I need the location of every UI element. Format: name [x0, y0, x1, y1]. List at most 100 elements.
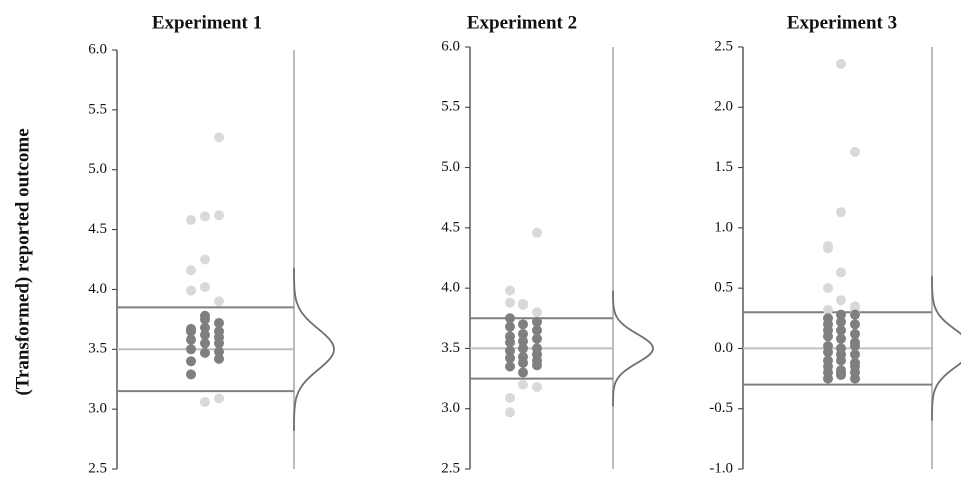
- data-point: [850, 349, 860, 360]
- chart-title: Experiment 3: [787, 12, 897, 33]
- data-point: [532, 382, 542, 393]
- data-point: [532, 316, 542, 327]
- data-point: [518, 328, 528, 339]
- data-point: [836, 309, 846, 320]
- data-point: [505, 321, 515, 332]
- data-point: [823, 243, 833, 254]
- y-tick-label: 3.0: [88, 401, 107, 417]
- data-point: [186, 334, 196, 345]
- data-point: [505, 285, 515, 296]
- data-point: [200, 329, 210, 340]
- data-point: [505, 297, 515, 308]
- data-point: [823, 373, 833, 384]
- data-point: [836, 267, 846, 278]
- data-point: [836, 316, 846, 327]
- data-point: [505, 361, 515, 372]
- data-point: [850, 373, 860, 384]
- y-tick-label: -1.0: [709, 460, 733, 476]
- data-point: [532, 360, 542, 371]
- data-point: [200, 322, 210, 333]
- y-tick-label: 5.0: [88, 161, 107, 177]
- data-point: [836, 333, 846, 344]
- data-point: [518, 379, 528, 390]
- data-point: [214, 132, 224, 143]
- data-point: [186, 265, 196, 276]
- y-tick-label: 4.0: [441, 280, 460, 296]
- data-point: [836, 355, 846, 366]
- data-point: [186, 344, 196, 355]
- y-tick-label: 1.0: [714, 219, 733, 235]
- y-tick-label: 5.5: [441, 99, 460, 115]
- data-point: [850, 341, 860, 352]
- y-tick-label: 4.5: [441, 219, 460, 235]
- data-point: [823, 331, 833, 342]
- data-point: [823, 347, 833, 358]
- data-point: [518, 343, 528, 354]
- data-point: [836, 207, 846, 218]
- data-point: [823, 283, 833, 294]
- data-point: [836, 58, 846, 69]
- data-point: [532, 227, 542, 238]
- data-point: [200, 396, 210, 407]
- y-tick-label: 6.0: [441, 38, 460, 54]
- data-point: [518, 336, 528, 347]
- y-tick-label: 3.0: [441, 400, 460, 416]
- y-tick-label: 5.0: [441, 159, 460, 175]
- data-point: [186, 326, 196, 337]
- y-tick-label: 4.0: [88, 281, 107, 297]
- data-point: [214, 346, 224, 357]
- density-curve: [931, 276, 961, 421]
- density-curve: [293, 267, 335, 431]
- y-tick-label: 2.5: [88, 460, 107, 476]
- data-point: [200, 347, 210, 358]
- data-point: [200, 282, 210, 293]
- data-point: [186, 214, 196, 225]
- data-point: [518, 319, 528, 330]
- data-point: [518, 298, 528, 309]
- data-point: [823, 304, 833, 315]
- data-point: [200, 254, 210, 265]
- data-point: [850, 146, 860, 157]
- data-point: [532, 307, 542, 318]
- data-point: [505, 353, 515, 364]
- data-point: [836, 295, 846, 306]
- data-point: [214, 353, 224, 364]
- data-point: [505, 407, 515, 418]
- data-point: [505, 313, 515, 324]
- data-point: [214, 210, 224, 221]
- y-tick-label: 3.5: [88, 341, 107, 357]
- data-point: [200, 314, 210, 325]
- data-point: [836, 325, 846, 336]
- data-point: [850, 328, 860, 339]
- data-point: [186, 285, 196, 296]
- y-tick-label: 0.5: [714, 280, 733, 296]
- data-point: [518, 357, 528, 368]
- data-point: [532, 333, 542, 344]
- data-point: [200, 338, 210, 349]
- data-point: [850, 309, 860, 320]
- y-tick-label: 3.5: [441, 340, 460, 356]
- data-point: [186, 369, 196, 380]
- chart-title: Experiment 2: [467, 12, 577, 33]
- data-point: [186, 356, 196, 367]
- data-point: [214, 393, 224, 404]
- data-point: [850, 319, 860, 330]
- data-point: [214, 296, 224, 307]
- data-point: [200, 211, 210, 222]
- y-tick-label: 4.5: [88, 221, 107, 237]
- data-point: [214, 338, 224, 349]
- data-point: [214, 317, 224, 328]
- data-point: [532, 325, 542, 336]
- y-tick-label: 2.5: [441, 460, 460, 476]
- chart-title: Experiment 1: [152, 12, 262, 33]
- y-tick-label: 5.5: [88, 101, 107, 117]
- y-tick-label: 1.5: [714, 159, 733, 175]
- y-tick-label: 2.5: [714, 38, 733, 54]
- density-curve: [612, 290, 654, 407]
- data-point: [505, 392, 515, 403]
- y-tick-label: 6.0: [88, 41, 107, 57]
- y-axis-label: (Transformed) reported outcome: [12, 128, 33, 395]
- data-point: [836, 367, 846, 378]
- data-point: [505, 337, 515, 348]
